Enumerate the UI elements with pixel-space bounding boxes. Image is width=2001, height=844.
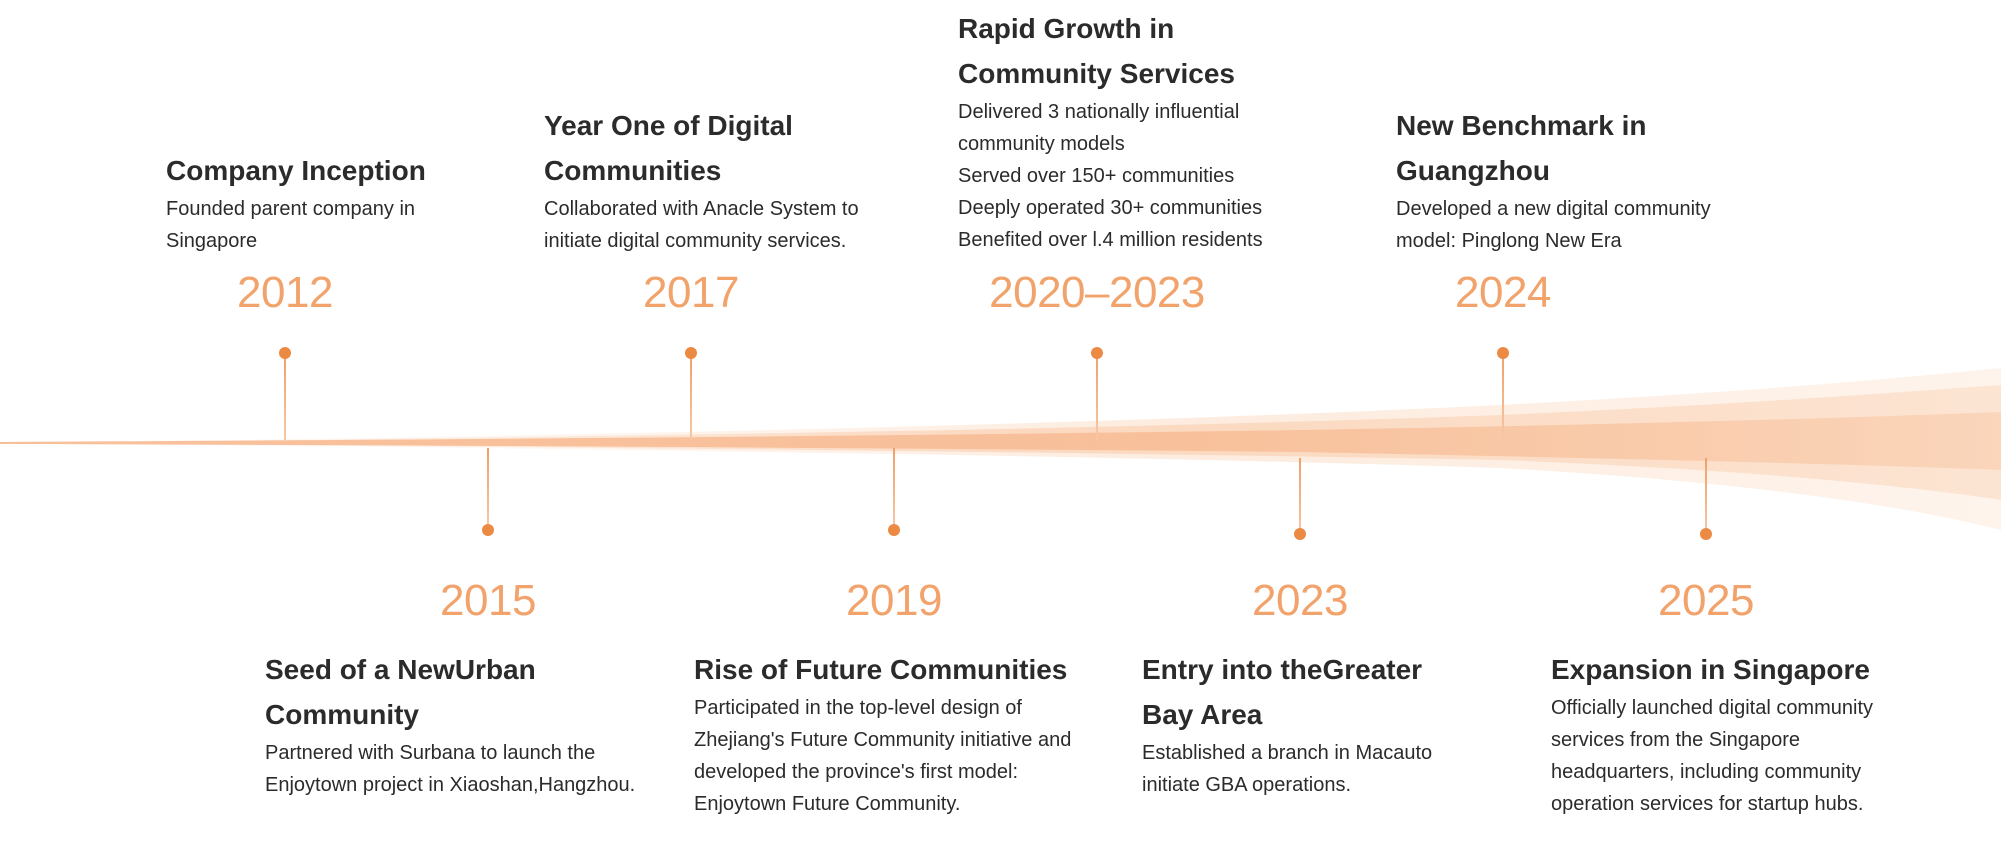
connector-line xyxy=(1502,352,1504,440)
milestone-description-line: Established a branch in Macauto xyxy=(1142,742,1433,764)
milestone-2017: Year One of Digital Communities Collaborat… xyxy=(544,103,859,257)
milestone-title-line: Rapid Growth in xyxy=(958,13,1175,44)
milestone-description-line: operation services for startup hubs. xyxy=(1551,793,1864,815)
year-label-bottom: 2019 xyxy=(846,576,942,625)
milestone-description-line: Developed a new digital community xyxy=(1396,198,1711,220)
milestone-title-line: Seed of a NewUrban xyxy=(265,654,536,685)
milestone-description: Founded parent company in Singapore xyxy=(166,193,426,257)
milestone-description-line: Collaborated with Anacle System to xyxy=(544,198,859,220)
milestone-title-line: Communities xyxy=(544,155,722,186)
milestone-description: Partnered with Surbana to launch the Enjo… xyxy=(265,737,635,801)
milestone-description: Developed a new digital community model: … xyxy=(1396,193,1711,257)
milestone-title-line: Community Services xyxy=(958,58,1235,89)
milestone-title-line: Rise of Future Communities xyxy=(694,654,1068,685)
year-label-top: 2024 xyxy=(1455,268,1551,317)
milestone-title-line: New Benchmark in xyxy=(1396,110,1647,141)
milestone-title-line: Bay Area xyxy=(1142,699,1263,730)
milestone-title-line: Entry into theGreater xyxy=(1142,654,1423,685)
timeline-marker-dot xyxy=(1497,347,1509,359)
milestone-title: Company Inception xyxy=(166,148,426,193)
year-label-top: 2012 xyxy=(237,268,333,317)
milestone-title: Expansion in Singapore xyxy=(1551,647,1873,692)
milestone-title-line: Expansion in Singapore xyxy=(1551,654,1870,685)
milestone-description-line: Founded parent company in xyxy=(166,198,416,220)
milestone-title: Rapid Growth in Community Services xyxy=(958,6,1263,96)
milestone-title: Entry into theGreater Bay Area xyxy=(1142,647,1432,737)
milestone-description-line: initiate GBA operations. xyxy=(1142,774,1352,796)
milestone-20202023: Rapid Growth in Community Services Deliver… xyxy=(958,6,1263,256)
year-label-bottom: 2023 xyxy=(1252,576,1348,625)
milestone-description-line: model: Pinglong New Era xyxy=(1396,230,1622,252)
connector-line xyxy=(1096,352,1098,440)
milestone-description-line: Benefited over l.4 million residents xyxy=(958,229,1263,251)
connector-line xyxy=(893,448,895,530)
milestone-2012: Company Inception Founded parent company … xyxy=(166,148,426,257)
milestone-2015: Seed of a NewUrban Community Partnered wit… xyxy=(265,647,635,801)
timeline-marker-dot xyxy=(888,524,900,536)
milestone-description: Delivered 3 nationally influential commun… xyxy=(958,96,1263,256)
milestone-description-line: Delivered 3 nationally influential xyxy=(958,101,1240,123)
timeline-marker-dot xyxy=(1091,347,1103,359)
year-label-bottom: 2025 xyxy=(1658,576,1754,625)
milestone-title-line: Guangzhou xyxy=(1396,155,1550,186)
timeline-marker-dot xyxy=(279,347,291,359)
milestone-description-line: services from the Singapore xyxy=(1551,729,1801,751)
milestone-2023: Entry into theGreater Bay Area Established… xyxy=(1142,647,1432,801)
milestone-title: New Benchmark in Guangzhou xyxy=(1396,103,1711,193)
milestone-2024: New Benchmark in Guangzhou Developed a new… xyxy=(1396,103,1711,257)
year-label-bottom: 2015 xyxy=(440,576,536,625)
connector-line xyxy=(690,352,692,440)
milestone-title: Year One of Digital Communities xyxy=(544,103,859,193)
connector-line xyxy=(1705,458,1707,538)
milestone-description-line: Zhejiang's Future Community initiative a… xyxy=(694,729,1072,751)
milestone-description: Participated in the top-level design of Z… xyxy=(694,692,1071,820)
milestone-description-line: Participated in the top-level design of xyxy=(694,697,1022,719)
milestone-description-line: initiate digital community services. xyxy=(544,230,847,252)
milestone-description-line: community models xyxy=(958,133,1125,155)
milestone-description: Established a branch in Macauto initiate … xyxy=(1142,737,1432,801)
milestone-title-line: Company Inception xyxy=(166,155,426,186)
milestone-description-line: Officially launched digital community xyxy=(1551,697,1874,719)
year-label-top: 2017 xyxy=(643,268,739,317)
milestone-description: Officially launched digital community ser… xyxy=(1551,692,1873,820)
connector-line xyxy=(487,448,489,530)
timeline-marker-dot xyxy=(685,347,697,359)
milestone-title-line: Year One of Digital xyxy=(544,110,793,141)
milestone-description-line: Enjoytown Future Community. xyxy=(694,793,961,815)
milestone-description-line: headquarters, including community xyxy=(1551,761,1862,783)
milestone-2019: Rise of Future Communities Participated i… xyxy=(694,647,1071,820)
milestone-description-line: Singapore xyxy=(166,230,258,252)
milestone-description: Collaborated with Anacle System to initia… xyxy=(544,193,859,257)
milestone-description-line: Deeply operated 30+ communities xyxy=(958,197,1263,219)
milestone-description-line: developed the province's first model: xyxy=(694,761,1018,783)
milestone-2025: Expansion in Singapore Officially launche… xyxy=(1551,647,1873,820)
milestone-description-line: Enjoytown project in Xiaoshan,Hangzhou. xyxy=(265,774,636,796)
milestone-title-line: Community xyxy=(265,699,419,730)
timeline-marker-dot xyxy=(1294,528,1306,540)
connector-line xyxy=(1299,458,1301,538)
milestone-description-line: Partnered with Surbana to launch the xyxy=(265,742,596,764)
timeline-marker-dot xyxy=(482,524,494,536)
milestone-title: Rise of Future Communities xyxy=(694,647,1071,692)
connector-line xyxy=(284,352,286,440)
milestone-title: Seed of a NewUrban Community xyxy=(265,647,635,737)
year-label-top: 2020–2023 xyxy=(989,268,1205,317)
milestone-description-line: Served over 150+ communities xyxy=(958,165,1235,187)
timeline-marker-dot xyxy=(1700,528,1712,540)
